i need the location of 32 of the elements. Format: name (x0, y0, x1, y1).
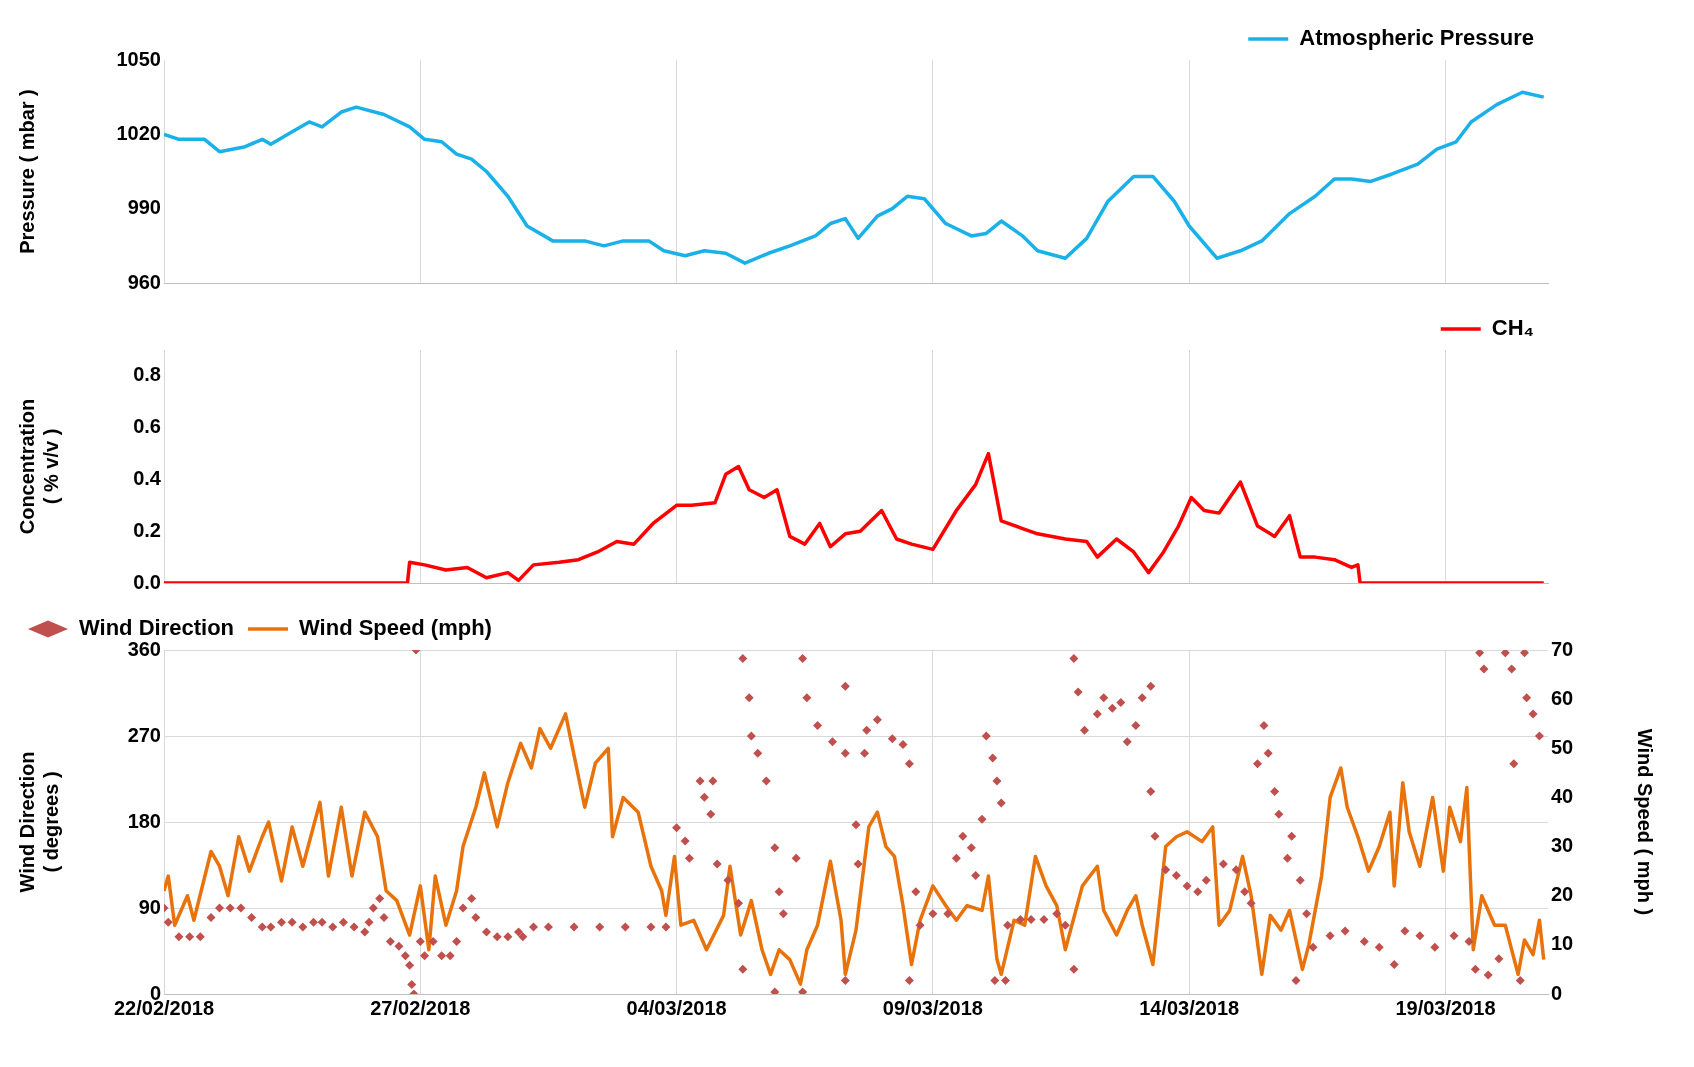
x-tick-label: 19/03/2018 (1395, 996, 1496, 1019)
y-axis-title: Concentration ( % v/v ) (15, 398, 62, 535)
y-tick-label: 0.8 (133, 363, 161, 386)
y-tick-label: 270 (127, 723, 161, 746)
legend-label: Atmospheric Pressure (1299, 25, 1535, 51)
y-axis-title: Wind Direction ( degrees ) (15, 751, 62, 893)
y-tick-label: 960 (127, 270, 161, 293)
legend-label: Wind Speed (mph) (299, 615, 492, 641)
y2-tick-label: 20 (1551, 883, 1574, 906)
y2-tick-label: 60 (1551, 686, 1574, 709)
x-tick-label: 14/03/2018 (1139, 996, 1240, 1019)
y-tick-label: 0.2 (133, 518, 161, 541)
y-tick-label: 0.4 (133, 466, 162, 489)
y-axis-title: Pressure ( mbar ) (15, 89, 38, 254)
y2-axis-title: Wind Speed ( mph ) (1634, 728, 1657, 916)
y-tick-label: 0.0 (133, 570, 161, 593)
y2-tick-label: 40 (1551, 784, 1574, 807)
y-tick-label: 990 (127, 196, 161, 219)
y-tick-label: 90 (138, 895, 161, 918)
y2-tick-label: 10 (1551, 932, 1574, 955)
legend-label: CH₄ (1491, 315, 1535, 341)
y-tick-label: 1020 (116, 121, 161, 144)
y2-tick-label: 30 (1551, 834, 1574, 857)
y-tick-label: 0.6 (133, 415, 161, 438)
y2-tick-label: 0 (1551, 981, 1563, 1004)
y2-tick-label: 70 (1551, 637, 1574, 660)
x-tick-label: 09/03/2018 (882, 996, 983, 1019)
y-tick-label: 180 (127, 809, 161, 832)
y-tick-label: 1050 (116, 47, 161, 70)
y2-tick-label: 50 (1551, 735, 1574, 758)
x-tick-label: 27/02/2018 (370, 996, 471, 1019)
x-tick-label: 04/03/2018 (626, 996, 727, 1019)
